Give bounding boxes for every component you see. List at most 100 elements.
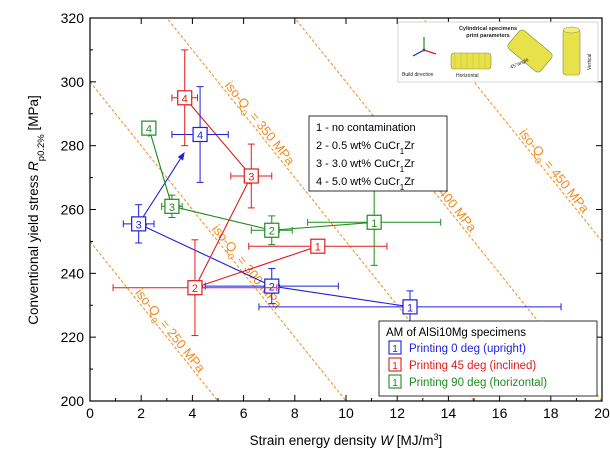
data-point-marker: [141, 120, 157, 136]
data-point-marker: [264, 278, 280, 294]
data-point-marker: [164, 198, 180, 214]
trend-arrow: [202, 245, 319, 286]
legend-label: Printing 45 deg (inclined): [409, 360, 536, 372]
x-tick-label: 4: [189, 405, 197, 421]
vertical-specimen-icon: [562, 26, 581, 76]
data-point: 2: [112, 239, 278, 337]
y-tick-label: 240: [61, 265, 85, 281]
data-point: 3: [161, 194, 183, 218]
y-tick-label: 200: [61, 393, 85, 409]
data-point-label: 2: [269, 226, 275, 238]
axes-triad-icon: [412, 37, 437, 57]
data-point: 1: [248, 238, 388, 254]
inset-subtitle: print parameters: [466, 33, 509, 39]
horizontal-specimen-icon: [450, 52, 492, 70]
data-point-marker: [192, 126, 208, 143]
legend-marker: [388, 374, 402, 389]
x-axis-title: Strain energy density W [MJ/m3]: [250, 432, 443, 448]
data-point-label: 3: [169, 202, 175, 214]
trend-arrow: [179, 207, 272, 231]
legend-marker: [388, 340, 402, 355]
trend-arrow: [279, 221, 375, 231]
legend-marker: [388, 357, 402, 372]
composition-legend-item-1: 1 - no contamination: [316, 122, 416, 134]
data-point-label: 4: [146, 124, 152, 136]
data-point: 1: [307, 178, 442, 266]
composition-legend-item-3: 3 - 3.0 wt% CuCr1Zr: [316, 158, 415, 174]
trend-arrow: [145, 226, 272, 287]
y-tick-label: 320: [61, 10, 85, 26]
inset-horizontal-label: Horizontal: [456, 73, 479, 79]
trend-arrowhead: [177, 152, 185, 161]
data-point-label: 1: [371, 218, 377, 230]
data-point: 3: [230, 143, 273, 209]
trend-arrow: [138, 158, 181, 225]
data-point-marker: [264, 222, 280, 238]
svg-text:1: 1: [392, 361, 398, 372]
x-tick-label: 6: [240, 405, 248, 421]
inset-vertical-label: Vertical: [587, 54, 593, 70]
iso-line-label: iso-Q0 = 450 MPa: [513, 126, 593, 219]
data-point: 4: [171, 86, 229, 183]
inset-title: Cylindrical specimens: [459, 26, 517, 32]
iso-line-label: iso-Q0 = 350 MPa: [219, 78, 299, 171]
legend-label: Printing 90 deg (horizontal): [409, 377, 547, 389]
composition-legend-item-2: 2 - 0.5 wt% CuCr1Zr: [316, 140, 415, 156]
inset-build-label: Build direction: [402, 72, 434, 78]
data-point: 4: [141, 120, 157, 136]
x-tick-label: 12: [389, 405, 405, 421]
composition-legend-item-4: 4 - 5.0 wt% CuCr1Zr: [316, 176, 415, 192]
data-point-marker: [366, 214, 382, 230]
data-point-marker: [310, 238, 326, 254]
y-tick-label: 280: [61, 138, 85, 154]
printing-legend-title: AM of AlSi10Mg specimens: [386, 327, 526, 339]
data-points: 1 2 3 4 1 2 3 4 1 2 3 4: [112, 49, 562, 337]
data-point-label: 3: [248, 171, 254, 183]
y-tick-label: 260: [61, 202, 85, 218]
x-tick-label: 0: [86, 405, 94, 421]
x-tick-label: 16: [492, 405, 508, 421]
data-point-marker: [131, 216, 147, 232]
legend-row: 1 Printing 90 deg (horizontal): [388, 374, 547, 389]
trend-arrow: [194, 182, 249, 288]
data-point: 2: [204, 268, 339, 305]
data-point-label: 4: [197, 130, 203, 142]
data-point-marker: [187, 280, 203, 296]
svg-text:1: 1: [392, 344, 398, 355]
x-tick-label: 20: [594, 405, 610, 421]
data-point-label: 4: [182, 93, 188, 105]
specimen-inset: Cylindrical specimens print parameters B…: [397, 21, 599, 83]
x-tick-label: 10: [338, 405, 354, 421]
iso-line: [90, 241, 219, 401]
legend-label: Printing 0 deg (upright): [409, 343, 526, 355]
iso-line-label: iso-Q0 = 250 MPa: [129, 286, 209, 379]
y-tick-label: 220: [61, 329, 85, 345]
iso-line: [294, 18, 602, 401]
data-point-label: 1: [407, 302, 413, 314]
data-point-marker: [402, 299, 418, 315]
data-point-label: 2: [192, 283, 198, 295]
composition-legend: 1 - no contamination 2 - 0.5 wt% CuCr1Zr…: [308, 115, 448, 192]
svg-text:1: 1: [392, 378, 398, 389]
x-tick-label: 14: [441, 405, 457, 421]
y-tick-label: 300: [61, 74, 85, 90]
legend-row: 1 Printing 45 deg (inclined): [388, 357, 536, 372]
angled-specimen-icon: [507, 29, 553, 73]
trend-arrow: [279, 286, 411, 308]
data-point: 1: [258, 290, 562, 324]
trend-arrow: [150, 135, 173, 207]
y-axis-title: Conventional yield stress Rp0.2% [MPa]: [26, 95, 47, 325]
x-tick-label: 18: [543, 405, 559, 421]
printing-legend: AM of AlSi10Mg specimens 1 Printing 0 deg…: [378, 320, 598, 397]
data-point-marker: [177, 90, 193, 106]
data-point-label: 3: [136, 219, 142, 231]
data-point: 2: [250, 215, 293, 246]
iso-line: [90, 81, 347, 401]
data-point-marker: [243, 168, 259, 184]
legend-row: 1 Printing 0 deg (upright): [388, 340, 526, 355]
x-tick-label: 2: [137, 405, 145, 421]
data-point-label: 1: [315, 242, 321, 254]
data-point: 3: [122, 204, 155, 244]
